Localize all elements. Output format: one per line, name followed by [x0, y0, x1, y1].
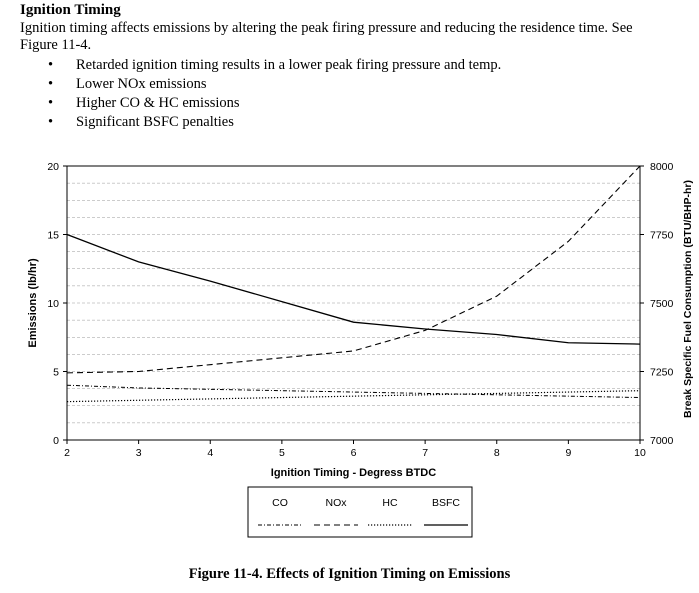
legend-label: HC	[382, 497, 398, 509]
section-heading: Ignition Timing	[20, 2, 121, 18]
y-tick-label: 20	[47, 161, 59, 173]
x-tick-label: 2	[64, 447, 70, 459]
bullet-text: Significant BSFC penalties	[76, 114, 234, 130]
x-axis-title: Ignition Timing - Degress BTDC	[271, 467, 436, 479]
legend-label: BSFC	[432, 497, 460, 509]
y2-tick-label: 7750	[650, 230, 674, 242]
series-line-co	[66, 384, 641, 399]
intro-paragraph: Ignition timing affects emissions by alt…	[20, 20, 633, 36]
x-tick-label: 3	[136, 447, 142, 459]
bullet-text: Retarded ignition timing results in a lo…	[76, 57, 502, 73]
y2-axis-title: Break Specific Fuel Consumption (BTU/BHP…	[682, 180, 694, 418]
x-tick-label: 10	[634, 447, 646, 459]
bullet-item: • Retarded ignition timing results in a l…	[48, 56, 501, 75]
y-tick-label: 0	[53, 435, 59, 447]
x-tick-label: 8	[494, 447, 500, 459]
bullet-text: Lower NOx emissions	[76, 76, 207, 92]
series-line-bsfc	[66, 233, 641, 345]
y2-tick-label: 8000	[650, 161, 674, 173]
bullet-item: • Lower NOx emissions	[48, 75, 501, 94]
bullet-text: Higher CO & HC emissions	[76, 95, 240, 111]
bullet-dot: •	[48, 57, 54, 73]
series-line-nox	[66, 165, 641, 374]
intro-paragraph-continuation: Figure 11-4.	[20, 37, 92, 53]
y-tick-label: 10	[47, 298, 59, 310]
bullet-list: • Retarded ignition timing results in a l…	[48, 56, 501, 132]
bullet-dot: •	[48, 76, 54, 92]
legend-box	[247, 486, 473, 538]
y-axis-title: Emissions (lb/hr)	[27, 258, 39, 348]
y2-tick-label: 7250	[650, 367, 674, 379]
x-tick-label: 6	[351, 447, 357, 459]
emissions-chart: 2 3 4 5 6 7 8 9 10 0 5 10 15 20 7000 7250 7500 7750 8000 Ig…	[27, 161, 694, 538]
bullet-dot: •	[48, 114, 54, 130]
series-line-hc	[66, 390, 641, 403]
bullet-dot: •	[48, 95, 54, 111]
x-tick-label: 4	[207, 447, 213, 459]
y2-tick-label: 7000	[650, 435, 674, 447]
y2-tick-label: 7500	[650, 298, 674, 310]
x-tick-label: 5	[279, 447, 285, 459]
legend-label: CO	[272, 497, 288, 509]
legend-label: NOx	[326, 497, 348, 509]
x-tick-label: 9	[565, 447, 571, 459]
x-tick-label: 7	[422, 447, 428, 459]
y-tick-label: 5	[53, 367, 59, 379]
bullet-item: • Higher CO & HC emissions	[48, 94, 501, 113]
y-tick-label: 15	[47, 230, 59, 242]
figure-caption: Figure 11-4. Effects of Ignition Timing …	[188, 566, 511, 582]
bullet-item: • Significant BSFC penalties	[48, 113, 501, 132]
